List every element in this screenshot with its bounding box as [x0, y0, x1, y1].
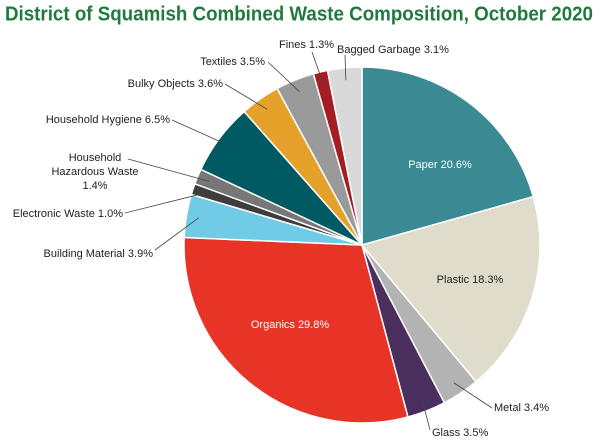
slice-label: Household Hazardous Waste 1.4% — [51, 152, 139, 192]
pie-slice — [183, 236, 409, 424]
leader-line — [453, 382, 493, 409]
slice-label: Bulky Objects 3.6% — [127, 78, 223, 90]
pie-slice — [361, 66, 535, 246]
leader-line — [224, 83, 268, 110]
slice-label: Fines 1.3% — [278, 39, 334, 51]
leader-line — [344, 54, 347, 81]
slice-label: Plastic 18.3% — [436, 274, 504, 286]
slice-label: Household Hygiene 6.5% — [45, 114, 170, 126]
pie-slice — [360, 195, 541, 383]
leader-line — [421, 399, 431, 431]
leader-line — [127, 158, 210, 182]
chart-title: District of Squamish Combined Waste Comp… — [5, 3, 593, 25]
leader-line — [267, 61, 300, 92]
leader-line — [124, 192, 205, 214]
slice-label: Bagged Garbage 3.1% — [337, 44, 449, 56]
slice-label: Organics 29.8% — [250, 319, 330, 331]
slice-label: Paper 20.6% — [408, 159, 472, 171]
slice-label: Building Material 3.9% — [43, 248, 153, 260]
slice-label: Metal 3.4% — [494, 402, 550, 414]
pie-slice — [326, 66, 363, 246]
slice-label: Glass 3.5% — [432, 427, 489, 439]
slice-label: Textiles 3.5% — [200, 56, 265, 68]
leader-line — [171, 119, 230, 147]
slice-label: Electronic Waste 1.0% — [12, 208, 123, 220]
leader-line — [311, 51, 324, 85]
leader-line — [154, 217, 199, 251]
